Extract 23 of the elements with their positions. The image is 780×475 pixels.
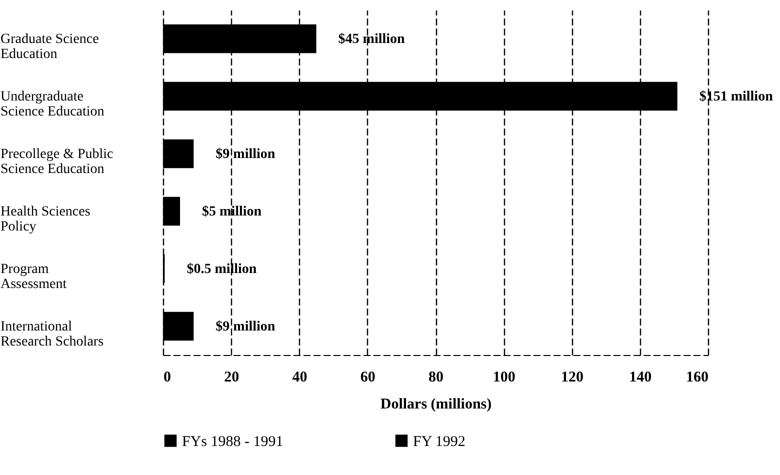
data-label: $9 million bbox=[216, 146, 276, 162]
x-axis-title: Dollars (millions) bbox=[380, 396, 492, 412]
y-tick-label: Precollege & Public Science Education bbox=[0, 146, 114, 177]
x-tick-label: 120 bbox=[561, 370, 584, 386]
y-tick-label: Program Assessment bbox=[0, 262, 67, 292]
y-tick-label: International Research Scholars bbox=[0, 319, 104, 350]
legend-label: FYs 1988 - 1991 bbox=[182, 434, 284, 450]
legend-label: FY 1992 bbox=[413, 434, 466, 450]
data-label: $9 million bbox=[216, 319, 276, 334]
x-tick-label: 100 bbox=[492, 370, 516, 386]
data-label: $45 million bbox=[338, 32, 405, 47]
x-tick-label: 140 bbox=[629, 370, 652, 386]
x-tick-label: 80 bbox=[428, 370, 444, 386]
y-tick-label: Graduate Science Education bbox=[0, 32, 99, 62]
x-tick-label: 20 bbox=[224, 370, 240, 386]
x-tick-label: 0 bbox=[164, 370, 171, 386]
y-tick-label: Undergraduate Science Education bbox=[0, 89, 104, 120]
y-tick-label: Health Sciences Policy bbox=[0, 204, 90, 234]
data-label: $0.5 million bbox=[186, 262, 257, 277]
x-tick-label: 160 bbox=[686, 370, 708, 386]
x-tick-label: 60 bbox=[360, 370, 376, 386]
data-label: $151 million bbox=[699, 89, 774, 104]
x-tick-label: 40 bbox=[292, 370, 308, 386]
